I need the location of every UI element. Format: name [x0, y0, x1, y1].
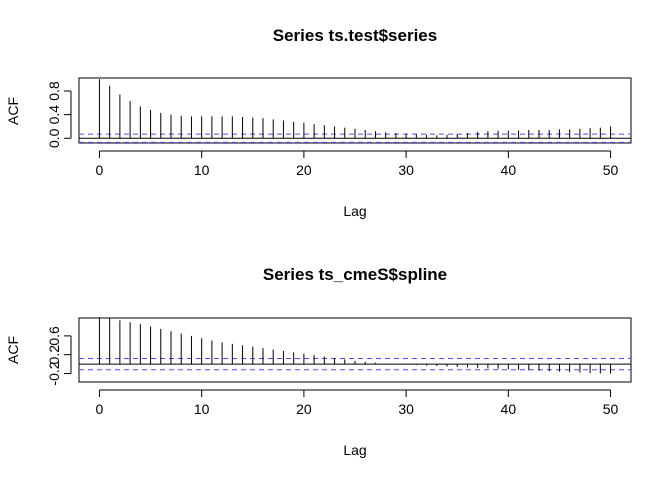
x-axis-label: Lag: [343, 442, 366, 458]
x-tick-label: 50: [603, 162, 619, 178]
y-axis-label: ACF: [5, 97, 21, 125]
x-tick-label: 0: [96, 401, 104, 417]
y-axis-label: ACF: [5, 336, 21, 364]
x-tick-label: 40: [501, 162, 517, 178]
x-axis: 0 10 20 30 40 50: [96, 389, 619, 417]
acf-panel-top: Series ts.test$series ACF Lag 0 10 20 30 40 5…: [5, 26, 632, 219]
chart-title: Series ts_cmeS$spline: [263, 265, 447, 284]
x-tick-label: 10: [194, 401, 210, 417]
chart-title: Series ts.test$series: [273, 26, 437, 45]
y-tick-label: 0.6: [46, 326, 62, 346]
plot-frame: [78, 77, 632, 144]
y-axis: -0.20.20.6: [46, 326, 72, 386]
y-tick-label: -0.2: [46, 361, 62, 385]
acf-marks: [79, 79, 631, 143]
x-axis-label: Lag: [343, 203, 366, 219]
x-tick-label: 0: [96, 162, 104, 178]
x-tick-label: 30: [398, 162, 414, 178]
x-tick-label: 20: [296, 162, 312, 178]
x-axis: 0 10 20 30 40 50: [96, 150, 619, 178]
acf-panel-bottom: Series ts_cmeS$spline ACF Lag 0 10 20 30 40 5…: [5, 265, 632, 458]
x-tick-label: 40: [501, 401, 517, 417]
x-tick-label: 50: [603, 401, 619, 417]
y-tick-label: 0.8: [46, 81, 62, 101]
y-tick-label: 0.0: [46, 128, 62, 148]
x-tick-label: 20: [296, 401, 312, 417]
y-axis: 0.0 0.4 0.8: [46, 81, 72, 148]
acf-marks: [79, 317, 631, 374]
x-tick-label: 10: [194, 162, 210, 178]
plot-frame: [78, 317, 632, 383]
y-tick-label: 0.2: [46, 345, 62, 365]
x-tick-label: 30: [398, 401, 414, 417]
y-tick-label: 0.4: [46, 105, 62, 125]
